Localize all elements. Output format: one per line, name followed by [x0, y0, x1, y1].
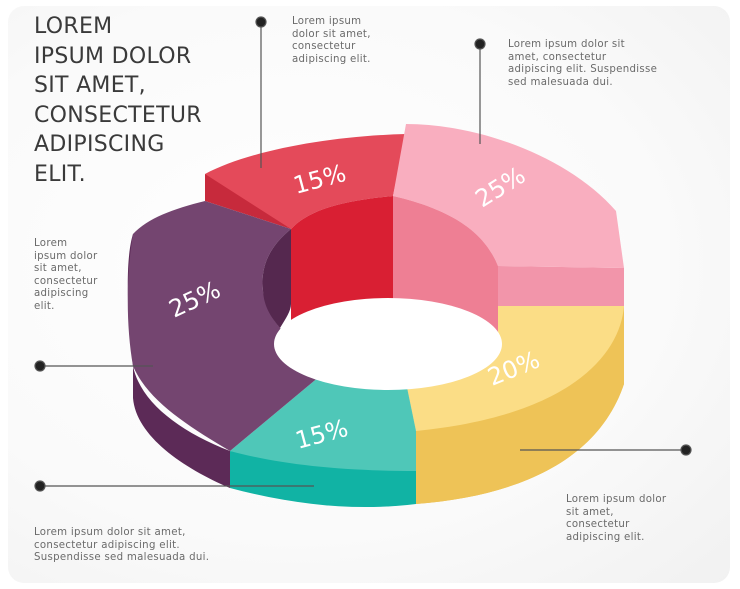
inner-wall-red: [291, 196, 393, 326]
infographic-title: LOREM IPSUM DOLOR SIT AMET, CONSECTETUR …: [34, 14, 202, 187]
slice-pink-top: [393, 124, 624, 268]
callout-dot-bottom-right: [680, 444, 692, 456]
donut-hole: [274, 298, 502, 390]
annotation-top-right: Lorem ipsum dolor sit amet, consectetur …: [508, 39, 658, 88]
slice-purple-top: [127, 201, 338, 451]
annotation-left: Lorem ipsum dolor sit amet, consectetur …: [34, 238, 98, 312]
annotation-bottom-left: Lorem ipsum dolor sit amet, consectetur …: [34, 527, 210, 564]
infographic-card: 15% 25% 20% 15% 25% LOREM IPSUM DOLOR SI…: [8, 6, 730, 583]
slice-side-teal: [230, 451, 416, 508]
callout-dot-top-center: [255, 16, 267, 28]
slice-red-top: [205, 134, 406, 229]
slice-yellow-top: [403, 306, 624, 431]
inner-wall-purple: [262, 229, 291, 328]
callout-dot-left: [34, 360, 46, 372]
annotation-top-center: Lorem ipsum dolor sit amet, consectetur …: [292, 16, 371, 65]
donut-chart: 15% 25% 20% 15% 25%: [34, 16, 692, 508]
callout-dot-bottom-left: [34, 480, 46, 492]
callout-lines: [34, 16, 692, 492]
slice-side-pink: [498, 266, 624, 306]
slice-side-purple: [127, 234, 230, 488]
annotation-bottom-right: Lorem ipsum dolor sit amet, consectetur …: [566, 494, 667, 543]
callout-dot-top-right: [474, 38, 486, 50]
